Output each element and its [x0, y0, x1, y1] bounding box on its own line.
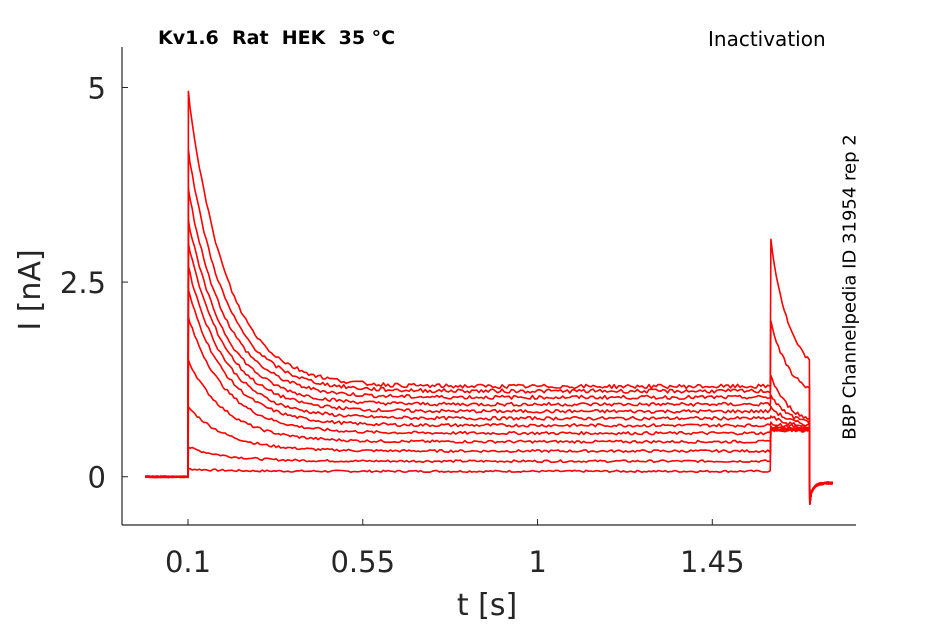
current-trace-7	[145, 265, 834, 505]
x-tick-label: 0.1	[165, 545, 211, 579]
y-tick-label: 2.5	[60, 266, 106, 300]
current-trace-3	[145, 405, 833, 505]
current-trace-2	[145, 427, 833, 505]
y-tick-label: 5	[88, 71, 106, 105]
current-trace-5	[145, 316, 833, 505]
current-trace-4	[145, 359, 833, 505]
protocol-title: Inactivation	[708, 27, 826, 51]
x-tick-label: 0.55	[330, 545, 395, 579]
current-trace-12	[145, 90, 833, 505]
x-ticks: 0.1 0.55 1 1.45	[165, 519, 745, 579]
current-trace-10	[145, 187, 834, 505]
current-trace-9	[145, 219, 834, 505]
x-axis-label: t [s]	[457, 588, 517, 623]
trace-group	[145, 90, 834, 505]
x-tick-label: 1	[528, 545, 546, 579]
current-trace-11	[145, 149, 833, 505]
current-trace-1	[145, 427, 834, 505]
y-ticks: 02.55	[60, 71, 128, 495]
y-tick-label: 0	[88, 461, 106, 495]
y-axis-label: I [nA]	[13, 249, 48, 330]
x-tick-label: 1.45	[680, 545, 745, 579]
current-trace-8	[145, 242, 833, 505]
chart-title: Kv1.6 Rat HEK 35 °C	[158, 27, 396, 49]
current-trace-6	[145, 289, 833, 505]
